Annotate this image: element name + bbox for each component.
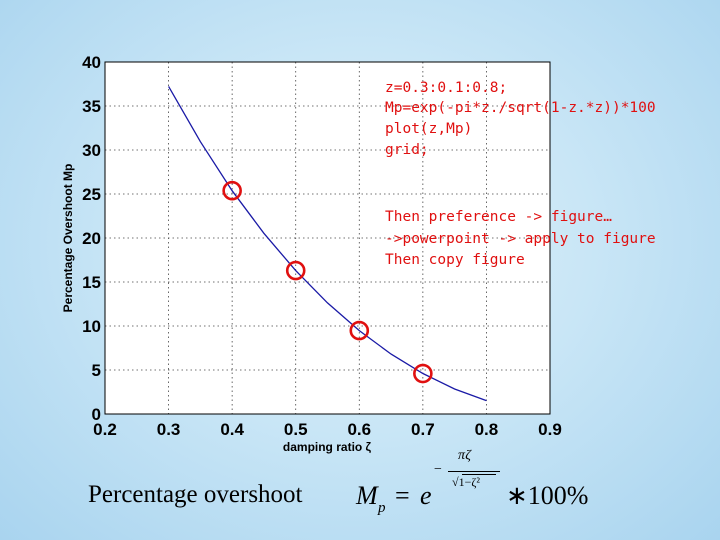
y-tick-label: 40	[82, 53, 101, 72]
y-tick-label: 15	[82, 273, 101, 292]
y-axis-label: Percentage Overshoot Mp	[61, 164, 75, 313]
y-tick-label: 5	[92, 361, 101, 380]
y-tick-labels: 0 5 10 15 20 25 30 35 40	[82, 53, 101, 424]
y-tick-label: 10	[82, 317, 101, 336]
series-line	[168, 86, 487, 402]
x-tick-label: 0.3	[157, 420, 181, 439]
exponent-minus: −	[434, 462, 442, 477]
formula-equals: =	[395, 481, 410, 510]
radical-bar	[462, 474, 496, 475]
y-tick-label: 30	[82, 141, 101, 160]
x-axis-label: damping ratio ζ	[283, 440, 372, 454]
marker-layer	[222, 180, 433, 384]
fraction-bar	[448, 471, 500, 472]
series-layer	[168, 86, 487, 402]
note-line: Then preference -> figure…	[385, 209, 612, 225]
code-line: Mp=exp(-pi*z./sqrt(1-z.*z))*100	[385, 100, 656, 116]
x-tick-label: 0.9	[538, 420, 562, 439]
overshoot-formula: Percentage overshoot M p = e − πζ √1−ζ² …	[88, 448, 698, 528]
data-marker	[285, 260, 306, 281]
code-line: plot(z,Mp)	[385, 121, 472, 137]
exponent-denominator: √1−ζ²	[452, 475, 480, 489]
data-marker	[349, 320, 370, 341]
grid-lines	[105, 62, 550, 414]
code-annotation: z=0.3:0.1:0.8; Mp=exp(-pi*z./sqrt(1-z.*z…	[385, 80, 656, 158]
formula-base: e	[420, 481, 432, 510]
formula-exponent: − πζ √1−ζ²	[434, 448, 504, 504]
x-tick-label: 0.7	[411, 420, 435, 439]
exponent-numerator: πζ	[458, 448, 471, 463]
x-tick-label: 0.6	[347, 420, 371, 439]
x-tick-label: 0.8	[475, 420, 499, 439]
x-tick-label: 0.4	[220, 420, 244, 439]
x-tick-label: 0.2	[93, 420, 117, 439]
y-tick-label: 25	[82, 185, 101, 204]
note-line: ->powerpoint -> apply to figure	[385, 231, 656, 247]
code-line: grid;	[385, 142, 429, 158]
formula-symbol: M	[356, 481, 378, 510]
x-tick-labels: 0.2 0.3 0.4 0.5 0.6 0.7 0.8 0.9	[93, 420, 562, 439]
formula-label: Percentage overshoot	[88, 481, 303, 508]
y-tick-label: 0	[92, 405, 101, 424]
data-marker	[222, 180, 242, 201]
y-tick-label: 35	[82, 97, 101, 116]
formula-subscript: p	[378, 500, 386, 516]
code-line: z=0.3:0.1:0.8;	[385, 80, 507, 96]
plot-area	[105, 62, 550, 414]
radicand: 1−ζ²	[458, 475, 480, 489]
data-marker	[413, 363, 433, 384]
note-line: Then copy figure	[385, 252, 525, 268]
x-tick-label: 0.5	[284, 420, 308, 439]
instruction-annotation: Then preference -> figure… ->powerpoint …	[385, 209, 656, 268]
plot-frame	[104, 61, 551, 415]
y-tick-label: 20	[82, 229, 101, 248]
formula-tail: ∗100%	[506, 481, 589, 510]
